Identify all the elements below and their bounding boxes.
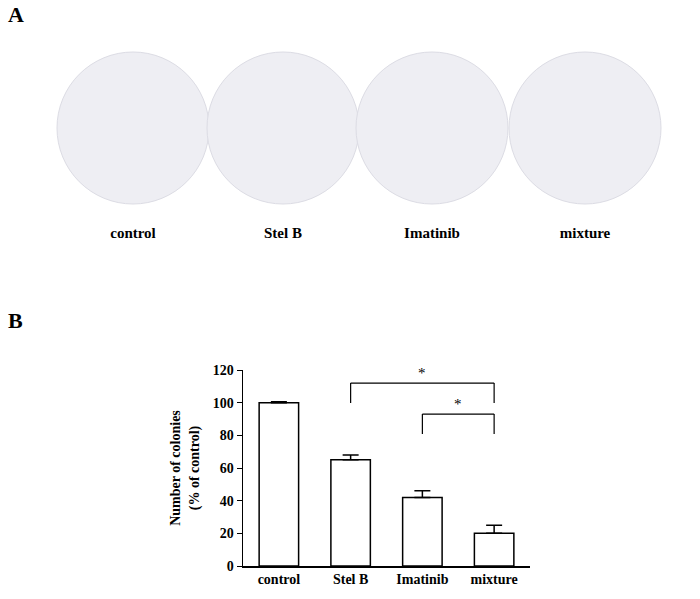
svg-text:control: control (110, 225, 156, 241)
svg-text:Number of colonies(% of contro: Number of colonies(% of control) (168, 410, 202, 526)
svg-text:*: * (454, 396, 462, 412)
svg-text:Stel B: Stel B (264, 225, 302, 241)
svg-text:*: * (418, 365, 426, 381)
svg-text:mixture: mixture (471, 572, 518, 587)
svg-text:20: 20 (220, 526, 234, 541)
svg-text:100: 100 (213, 396, 234, 411)
svg-text:60: 60 (220, 461, 234, 476)
svg-text:control: control (258, 572, 301, 587)
svg-text:80: 80 (220, 428, 234, 443)
svg-text:120: 120 (213, 363, 234, 378)
html-text:B: B (8, 308, 23, 333)
html-text:A: A (8, 2, 24, 27)
svg-text:0: 0 (227, 559, 234, 574)
svg-text:Imatinib: Imatinib (396, 572, 448, 587)
svg-text:40: 40 (220, 494, 234, 509)
svg-text:Imatinib: Imatinib (404, 225, 460, 241)
svg-text:mixture: mixture (560, 225, 611, 241)
svg-text:Stel B: Stel B (333, 572, 368, 587)
